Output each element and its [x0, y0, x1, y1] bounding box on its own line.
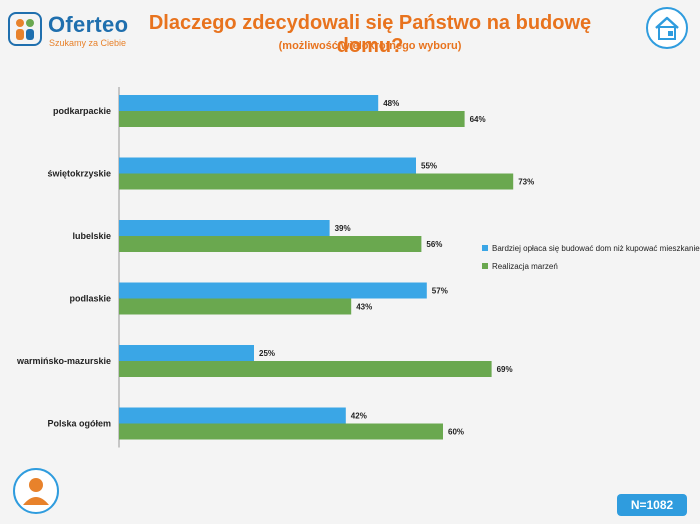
brand-tagline: Szukamy za Ciebie [49, 38, 127, 48]
bar-blue [119, 345, 254, 361]
bar-green [119, 423, 443, 440]
oferteo-logo[interactable]: Oferteo Szukamy za Ciebie [8, 8, 138, 50]
category-label: Polska ogółem [47, 419, 111, 429]
bar-green [119, 361, 492, 377]
logo-mark-icon [8, 12, 42, 46]
house-icon [646, 7, 688, 49]
data-label: 39% [335, 224, 351, 233]
bar-blue [119, 282, 427, 299]
category-label: podkarpackie [53, 106, 111, 116]
data-label: 25% [259, 349, 275, 358]
legend-swatch [482, 263, 488, 269]
data-label: 48% [383, 99, 399, 108]
bar-blue [119, 157, 416, 174]
category-label: świętokrzyskie [47, 169, 111, 179]
data-label: 69% [497, 365, 513, 374]
category-label: podlaskie [69, 294, 111, 304]
data-label: 57% [432, 287, 448, 296]
brand-name: Oferteo [48, 12, 129, 37]
page-title: Dlaczego zdecydowali się Państwo na budo… [148, 12, 592, 57]
bar-green [119, 298, 352, 315]
data-label: 60% [448, 428, 464, 437]
bar-blue [119, 95, 379, 111]
person-icon [13, 468, 59, 514]
bar-green [119, 236, 422, 252]
sample-size-badge: N=1082 [617, 494, 687, 516]
bar-blue [119, 220, 330, 236]
data-label: 56% [426, 240, 442, 249]
bar-green [119, 173, 514, 190]
data-label: 42% [351, 412, 367, 421]
page-subtitle: (możliwość wielokrotnego wyboru) [278, 40, 462, 52]
bar-blue [119, 407, 346, 424]
data-label: 73% [518, 178, 534, 187]
legend-swatch [482, 245, 488, 251]
data-label: 43% [356, 303, 372, 312]
legend-label: Bardziej opłaca się budować dom niż kupo… [492, 244, 700, 253]
category-label: warmińsko-mazurskie [16, 356, 111, 366]
bar-green [119, 111, 465, 127]
legend-label: Realizacja marzeń [492, 262, 558, 271]
data-label: 55% [421, 162, 437, 171]
data-label: 64% [470, 115, 486, 124]
category-label: lubelskie [72, 231, 111, 241]
